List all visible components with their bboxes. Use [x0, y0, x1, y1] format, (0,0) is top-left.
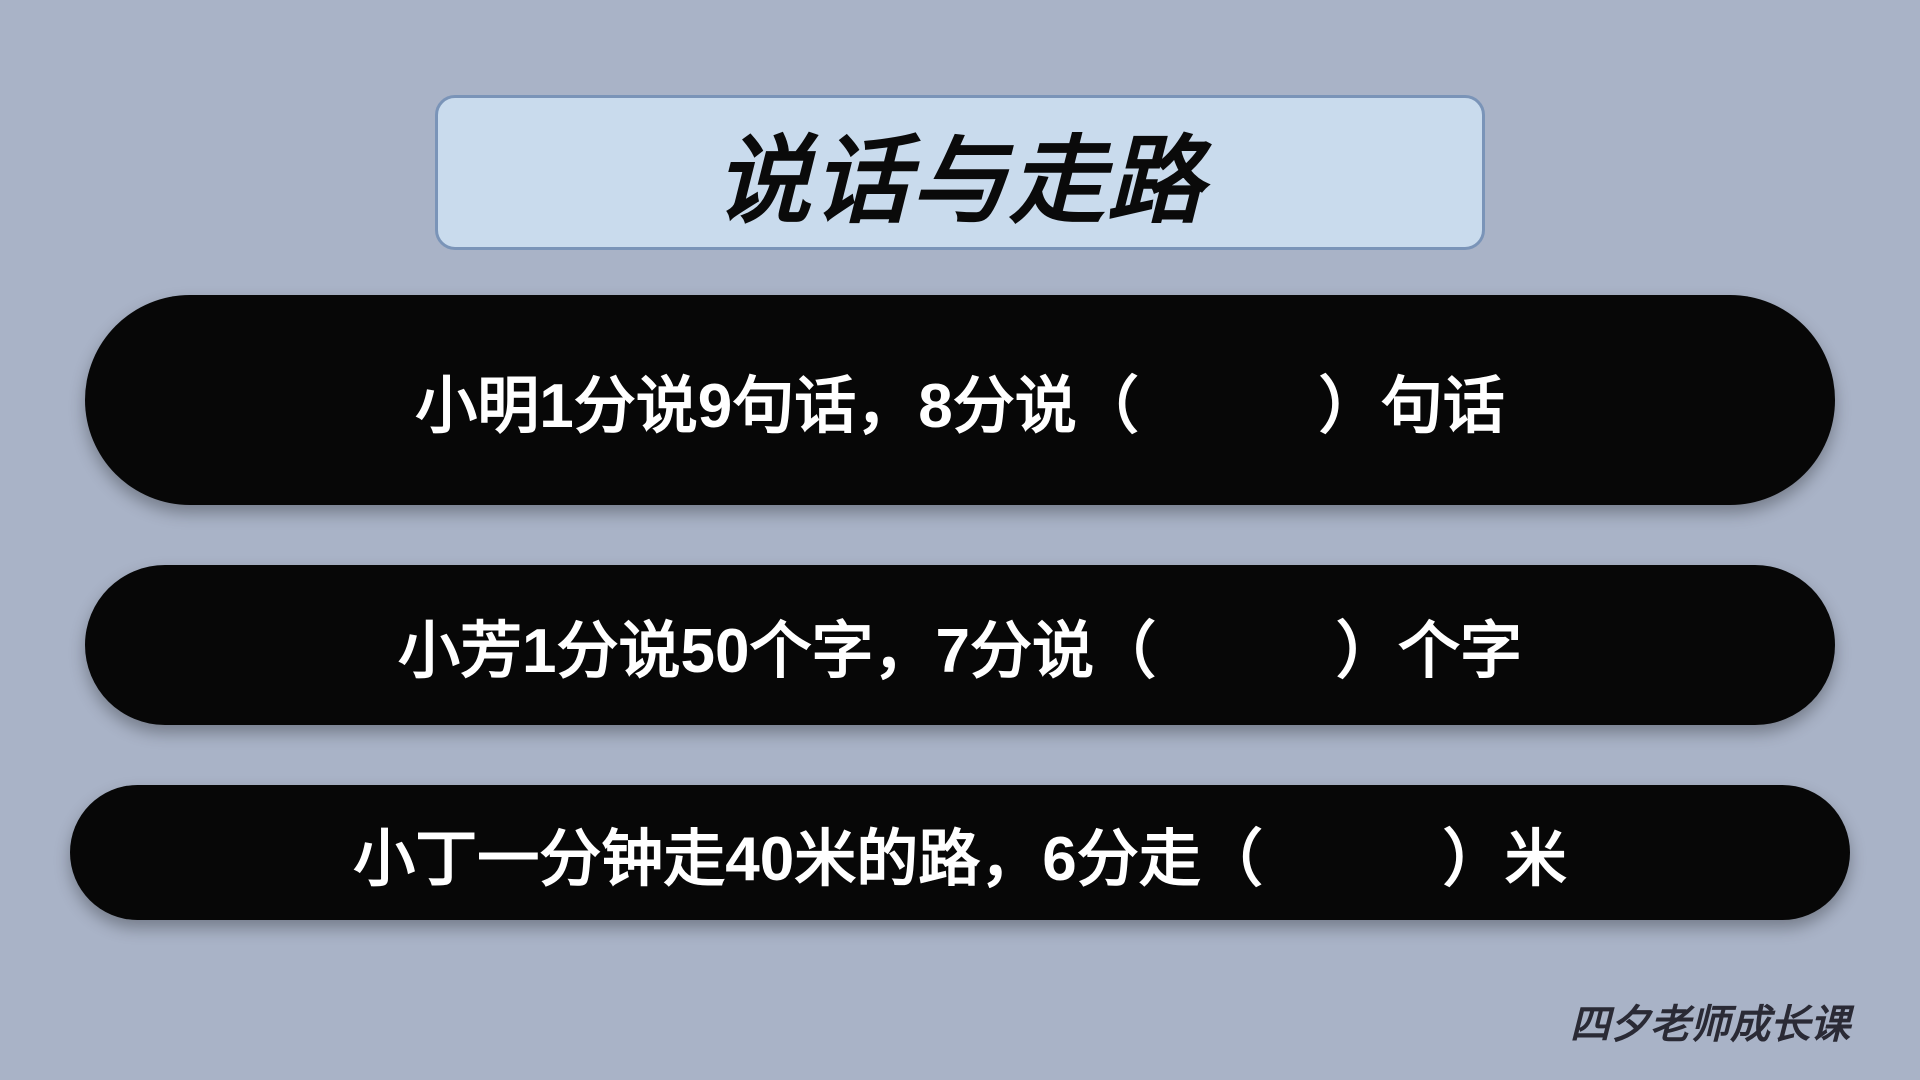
q3-suffix: ）米 [1443, 825, 1567, 894]
question-text-2: 小芳1分说50个字，7分说（ ）个字 [398, 600, 1522, 690]
question-text-1: 小明1分说9句话，8分说（ ）句话 [415, 355, 1504, 445]
footer-credit: 四夕老师成长课 [1570, 992, 1850, 1050]
q2-suffix: ）个字 [1336, 617, 1522, 686]
title-box: 说话与走路 [435, 95, 1485, 250]
question-pill-1: 小明1分说9句话，8分说（ ）句话 [85, 295, 1835, 505]
q1-prefix: 小明1分说9句话，8分说（ [415, 372, 1138, 441]
page-title: 说话与走路 [715, 103, 1205, 242]
question-pill-2: 小芳1分说50个字，7分说（ ）个字 [85, 565, 1835, 725]
question-text-3: 小丁一分钟走40米的路，6分走（ ）米 [353, 808, 1566, 898]
q3-prefix: 小丁一分钟走40米的路，6分走（ [353, 825, 1262, 894]
question-pill-3: 小丁一分钟走40米的路，6分走（ ）米 [70, 785, 1850, 920]
q1-suffix: ）句话 [1319, 372, 1505, 441]
q2-prefix: 小芳1分说50个字，7分说（ [398, 617, 1156, 686]
